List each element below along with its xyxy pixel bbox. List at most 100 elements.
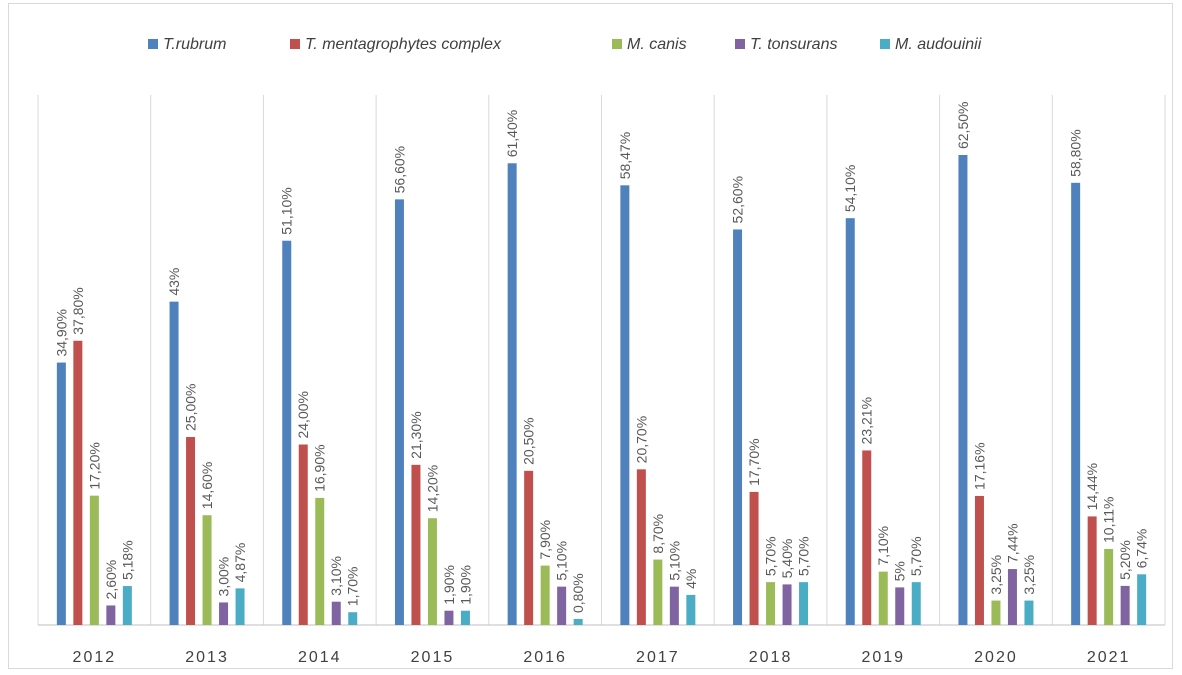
bar	[1104, 548, 1114, 625]
data-label: 37,80%	[70, 287, 86, 334]
data-label: 24,00%	[295, 391, 311, 438]
data-label: 3,00%	[216, 557, 232, 597]
bar	[56, 362, 66, 625]
bar	[911, 582, 921, 625]
bar	[862, 450, 872, 625]
bar	[460, 610, 470, 625]
data-label: 8,70%	[650, 514, 666, 554]
bar	[1137, 574, 1147, 625]
data-label: 23,21%	[859, 397, 875, 444]
data-label: 7,10%	[875, 526, 891, 566]
data-label: 4%	[683, 569, 699, 589]
bar	[636, 469, 646, 625]
data-label: 62,50%	[955, 102, 971, 149]
data-label: 25,00%	[183, 384, 199, 431]
data-label: 14,44%	[1084, 463, 1100, 510]
legend-label: M. audouinii	[895, 36, 982, 53]
data-label: 1,90%	[457, 565, 473, 605]
data-label: 3,25%	[1021, 555, 1037, 595]
bar	[524, 470, 534, 625]
bar	[799, 582, 809, 625]
x-tick-label: 2017	[636, 649, 680, 666]
data-label: 16,90%	[312, 444, 328, 491]
bar	[89, 495, 99, 625]
bar	[219, 602, 229, 625]
bar	[348, 612, 358, 625]
data-label: 17,20%	[86, 442, 102, 489]
data-label: 7,90%	[537, 520, 553, 560]
bar	[202, 515, 212, 625]
bar	[557, 586, 567, 625]
bar	[315, 497, 325, 625]
bar	[427, 518, 437, 625]
data-label: 2,60%	[103, 560, 119, 600]
data-label: 4,87%	[232, 543, 248, 583]
data-label: 14,20%	[424, 465, 440, 512]
data-label: 17,16%	[971, 442, 987, 489]
data-label: 21,30%	[408, 411, 424, 458]
data-label: 5,20%	[1117, 540, 1133, 580]
data-label: 7,44%	[1004, 523, 1020, 563]
x-tick-label: 2015	[411, 649, 455, 666]
bar	[686, 594, 696, 625]
bar	[573, 618, 583, 625]
data-label: 17,70%	[746, 438, 762, 485]
bar	[749, 491, 759, 625]
x-tick-label: 2012	[73, 649, 117, 666]
data-label: 5,70%	[908, 536, 924, 576]
data-label: 14,60%	[199, 462, 215, 509]
data-label: 54,10%	[842, 165, 858, 212]
bar	[1120, 585, 1130, 625]
data-label: 5,70%	[763, 536, 779, 576]
bar	[331, 601, 341, 625]
data-label: 58,47%	[617, 132, 633, 179]
data-label: 1,90%	[441, 565, 457, 605]
data-label: 34,90%	[53, 309, 69, 356]
data-label: 10,11%	[1101, 497, 1117, 543]
bar	[186, 437, 196, 625]
data-label: 51,10%	[279, 187, 295, 234]
bar	[394, 199, 404, 626]
bar	[169, 301, 179, 625]
data-label: 6,74%	[1134, 529, 1150, 569]
bar	[991, 600, 1001, 625]
bar	[411, 464, 421, 625]
data-label: 43%	[166, 268, 182, 296]
data-label: 3,10%	[328, 556, 344, 596]
bar	[507, 163, 517, 625]
x-tick-label: 2014	[298, 649, 342, 666]
data-label: 20,70%	[633, 416, 649, 463]
legend-label: T.rubrum	[163, 36, 226, 53]
data-label: 5,70%	[796, 536, 812, 576]
bar	[878, 571, 888, 625]
bar	[1071, 182, 1081, 625]
legend-label: M. canis	[627, 36, 687, 53]
bar	[1007, 569, 1017, 625]
bar	[298, 444, 308, 625]
legend-swatch	[148, 39, 158, 49]
bar	[1024, 600, 1034, 625]
data-label: 5,10%	[666, 541, 682, 581]
bar	[73, 340, 83, 625]
bar	[1087, 516, 1097, 625]
legend-label: T. mentagrophytes complex	[305, 36, 502, 53]
bar	[122, 586, 132, 625]
bar	[782, 584, 792, 625]
bar	[444, 610, 454, 625]
x-tick-label: 2020	[974, 649, 1018, 666]
x-tick-label: 2013	[185, 649, 229, 666]
x-tick-label: 2016	[523, 649, 567, 666]
bar	[653, 559, 663, 625]
bar	[620, 185, 630, 625]
data-label: 5,10%	[554, 541, 570, 581]
bar	[895, 587, 905, 625]
data-label: 3,25%	[988, 555, 1004, 595]
data-label: 20,50%	[521, 417, 537, 464]
bar	[106, 605, 116, 625]
data-label: 5,18%	[119, 540, 135, 580]
x-tick-label: 2018	[749, 649, 793, 666]
data-label: 1,70%	[345, 567, 361, 607]
data-label: 5%	[892, 561, 908, 581]
bar	[845, 218, 855, 625]
data-label: 5,40%	[779, 539, 795, 579]
